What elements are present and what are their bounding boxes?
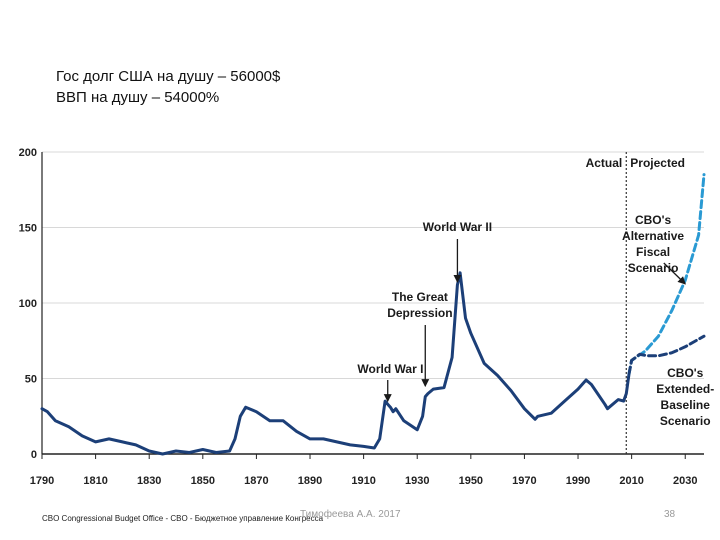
- annotations: World War II The Great Depression World War…: [357, 213, 714, 428]
- gdp-per-capita-text: ВВП на душу – 54000%: [56, 89, 220, 106]
- annotation-great-depression-line-1: The Great: [392, 290, 448, 304]
- annotation-great-depression-line-2: Depression: [387, 306, 452, 320]
- actual-projected-divider: Actual Projected: [586, 152, 685, 454]
- x-tick-label-2030: 2030: [673, 475, 697, 487]
- x-tick-label-1970: 1970: [512, 475, 536, 487]
- series-lines: [40, 173, 706, 456]
- annotation-extended-baseline-line-2: Extended-: [656, 382, 714, 396]
- annotation-world-war-2-line-1: World War II: [423, 220, 492, 234]
- x-tick-label-1830: 1830: [137, 475, 161, 487]
- y-tick-labels: 0 50 100 150 200: [19, 147, 37, 461]
- x-tick-label-1870: 1870: [244, 475, 268, 487]
- page-number: 38: [664, 509, 676, 520]
- debt-to-gdp-chart: Actual Projected World War II The Great Dep…: [19, 147, 715, 487]
- actual-label: Actual: [586, 156, 623, 170]
- annotation-extended-baseline-line-3: Baseline: [661, 398, 711, 412]
- projected-label: Projected: [630, 156, 685, 170]
- author-note: Тимофеева А.А. 2017: [300, 509, 401, 520]
- y-tick-label-200: 200: [19, 147, 37, 159]
- grid-lines: [42, 151, 704, 379]
- annotation-great-depression: The Great Depression: [387, 290, 453, 388]
- annotation-alternative-fiscal: CBO's Alternative Fiscal Scenario: [622, 213, 686, 285]
- actual-series-line: [40, 271, 631, 456]
- axes: [41, 152, 704, 459]
- annotation-alternative-fiscal-line-3: Fiscal: [636, 245, 670, 259]
- y-tick-label-0: 0: [31, 449, 37, 461]
- annotation-alternative-fiscal-arrow: [663, 262, 686, 285]
- x-tick-label-1990: 1990: [566, 475, 590, 487]
- x-tick-label-1850: 1850: [191, 475, 215, 487]
- annotation-alternative-fiscal-line-1: CBO's: [635, 213, 672, 227]
- x-tick-label-1910: 1910: [351, 475, 375, 487]
- x-tick-label-1950: 1950: [459, 475, 483, 487]
- slide-heading: Гос долг США на душу – 56000$ ВВП на душ…: [56, 66, 280, 108]
- y-tick-label-50: 50: [25, 374, 37, 386]
- x-tick-label-1790: 1790: [30, 475, 54, 487]
- x-tick-label-2010: 2010: [619, 475, 643, 487]
- annotation-extended-baseline-line-1: CBO's: [667, 366, 704, 380]
- source-note: CBO Congressional Budget Office - CBO - …: [42, 514, 324, 523]
- y-tick-label-100: 100: [19, 298, 37, 310]
- annotation-alternative-fiscal-line-4: Scenario: [628, 261, 679, 275]
- extended-baseline-series-line: [627, 334, 706, 376]
- annotation-alternative-fiscal-line-2: Alternative: [622, 229, 684, 243]
- annotation-world-war-1: World War I: [357, 362, 423, 403]
- annotation-extended-baseline-line-4: Scenario: [660, 414, 711, 428]
- annotation-world-war-2: World War II: [423, 220, 492, 283]
- debt-per-capita-text: Гос долг США на душу – 56000$: [56, 68, 281, 85]
- annotation-extended-baseline: CBO's Extended- Baseline Scenario: [656, 366, 714, 428]
- x-tick-label-1810: 1810: [83, 475, 107, 487]
- x-tick-label-1890: 1890: [298, 475, 322, 487]
- annotation-world-war-1-line-1: World War I: [357, 362, 423, 376]
- y-tick-label-150: 150: [19, 223, 37, 235]
- x-tick-label-1930: 1930: [405, 475, 429, 487]
- x-tick-labels: 1790 1810 1830 1850 1870 1890 1910 1930 1950 1970…: [30, 475, 698, 487]
